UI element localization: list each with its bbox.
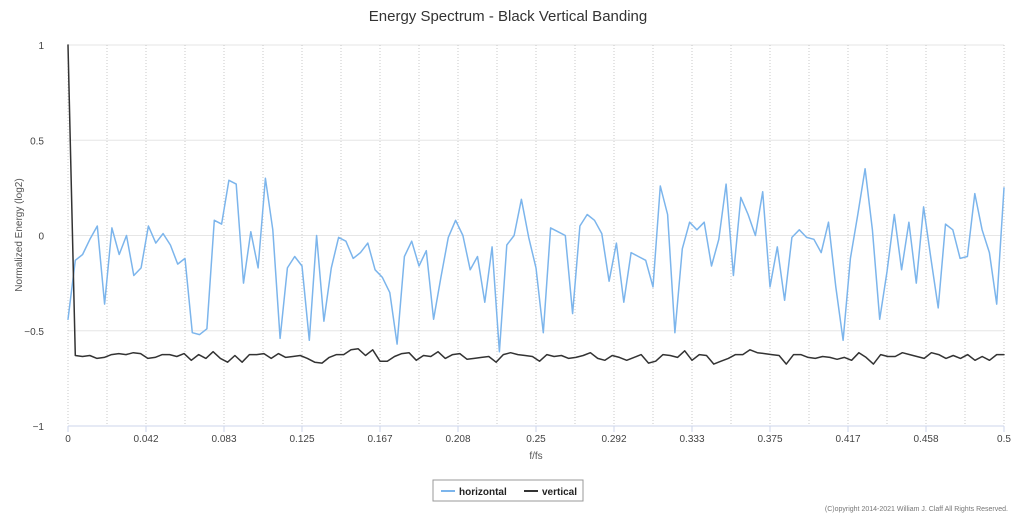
y-axis-ticks: 1 0.5 0 −0.5 −1 (24, 41, 44, 433)
x-tick-label: 0.083 (211, 434, 236, 445)
legend-box (432, 479, 584, 502)
x-tick-label: 0.458 (913, 434, 938, 445)
x-axis-title: f/fs (529, 451, 542, 462)
x-tick-label: 0.5 (997, 434, 1011, 445)
series-line-horizontal (67, 168, 1005, 353)
x-tick-label: 0.375 (757, 434, 782, 445)
legend: horizontal vertical (432, 479, 584, 502)
y-tick-label: −0.5 (24, 327, 44, 338)
x-tick-label: 0.125 (289, 434, 314, 445)
y-tick-label: −1 (33, 422, 45, 433)
x-tick-label: 0.292 (601, 434, 626, 445)
x-tick-label: 0.042 (133, 434, 158, 445)
x-axis-ticks: 0 0.042 0.083 0.125 0.167 0.208 0.25 0.292 0.333… (65, 426, 1011, 445)
series-line-vertical (67, 44, 1005, 365)
x-tick-label: 0.208 (445, 434, 470, 445)
legend-label-horizontal[interactable]: horizontal (459, 487, 507, 498)
y-axis-title: Normalized Energy (log2) (14, 178, 25, 291)
chart-title: Energy Spectrum - Black Vertical Banding (369, 8, 647, 25)
grid-lines (67, 44, 1005, 426)
copyright-credit: (C)opyright 2014-2021 William J. Claff A… (825, 506, 1008, 513)
y-tick-label: 0 (38, 232, 44, 243)
y-tick-label: 0.5 (30, 136, 44, 147)
x-tick-label: 0.333 (679, 434, 704, 445)
y-tick-label: 1 (38, 41, 44, 52)
x-tick-label: 0.25 (526, 434, 546, 445)
x-tick-label: 0.417 (835, 434, 860, 445)
series-lines (67, 44, 1005, 365)
x-tick-label: 0.167 (367, 434, 392, 445)
legend-label-vertical[interactable]: vertical (542, 487, 577, 498)
x-tick-label: 0 (65, 434, 71, 445)
